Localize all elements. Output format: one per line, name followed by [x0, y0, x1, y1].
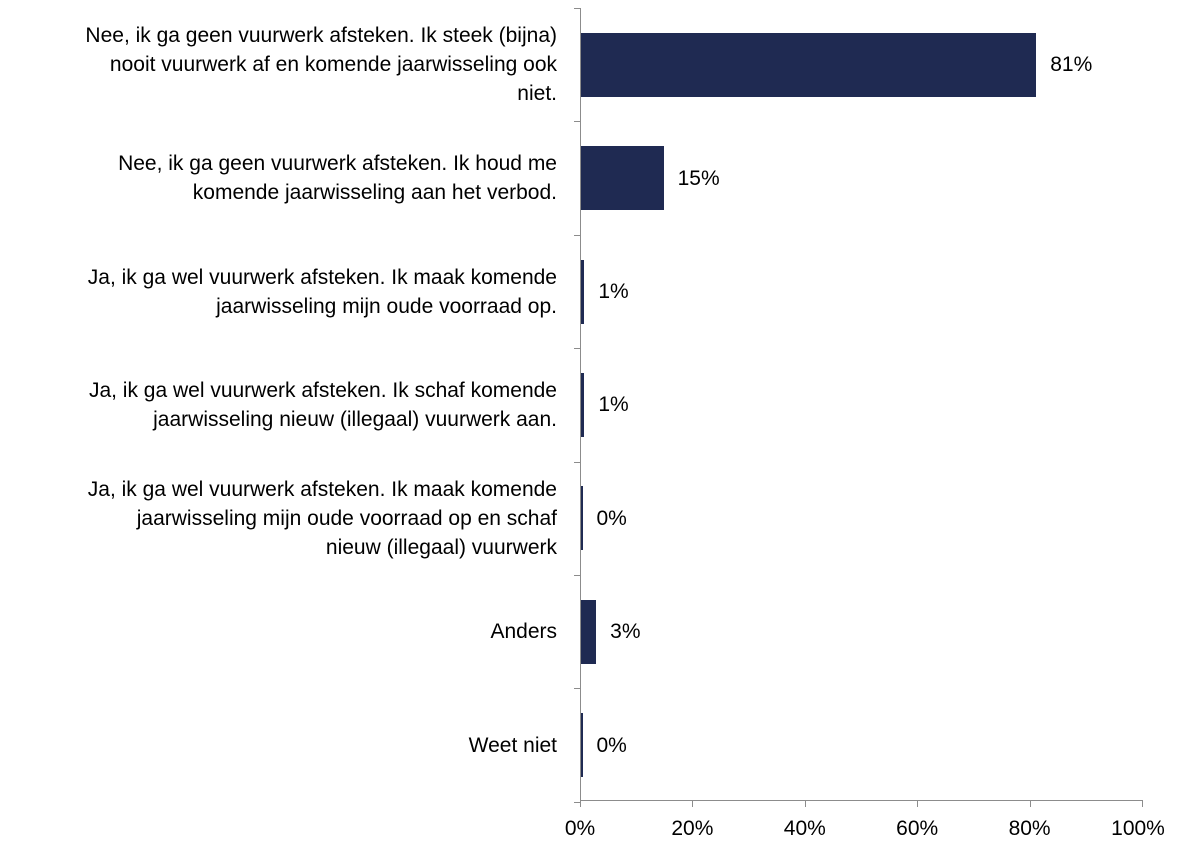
category-label: Weet niet — [468, 733, 557, 757]
bar — [581, 486, 583, 551]
category-label: Ja, ik ga wel vuurwerk afsteken. Ik scha… — [88, 378, 557, 431]
x-tick-label: 20% — [671, 817, 714, 840]
y-tick-mark — [574, 234, 580, 236]
data-label: 0% — [596, 506, 627, 530]
x-tick-label: 60% — [896, 817, 939, 840]
bar — [581, 146, 664, 211]
y-tick-mark — [574, 8, 580, 9]
bar — [581, 713, 583, 778]
y-tick-mark — [574, 801, 580, 803]
x-tick-label: 100% — [1111, 817, 1165, 840]
data-label: 0% — [596, 733, 627, 757]
x-tick-mark — [804, 800, 806, 807]
data-label: 3% — [610, 620, 641, 644]
bar — [581, 599, 597, 664]
x-tick-mark — [1029, 800, 1031, 807]
category-label: Ja, ik ga wel vuurwerk afsteken. Ik maak… — [87, 265, 557, 318]
y-tick-mark — [574, 688, 580, 690]
x-tick-mark — [580, 800, 581, 807]
data-label: 81% — [1050, 53, 1093, 77]
y-axis-line — [580, 8, 581, 800]
x-axis-line — [580, 800, 1143, 801]
x-tick-mark — [917, 800, 919, 807]
bar — [581, 372, 585, 437]
x-tick-mark — [692, 800, 694, 807]
category-label: Anders — [490, 620, 557, 644]
y-tick-mark — [574, 348, 580, 350]
y-tick-mark — [574, 575, 580, 576]
category-label: Nee, ik ga geen vuurwerk afsteken. Ik st… — [85, 24, 557, 106]
bar — [581, 32, 1037, 97]
category-label: Nee, ik ga geen vuurwerk afsteken. Ik ho… — [118, 152, 557, 205]
data-label: 1% — [598, 393, 629, 417]
category-label: Ja, ik ga wel vuurwerk afsteken. Ik maak… — [87, 477, 557, 559]
bar — [581, 259, 585, 324]
x-tick-label: 40% — [783, 817, 826, 840]
y-tick-mark — [574, 121, 580, 123]
data-label: 15% — [677, 166, 720, 190]
data-label: 1% — [598, 280, 629, 303]
y-tick-mark — [574, 461, 580, 463]
x-tick-label: 0% — [564, 817, 596, 840]
x-tick-label: 80% — [1008, 817, 1051, 840]
x-tick-mark — [1142, 800, 1143, 807]
